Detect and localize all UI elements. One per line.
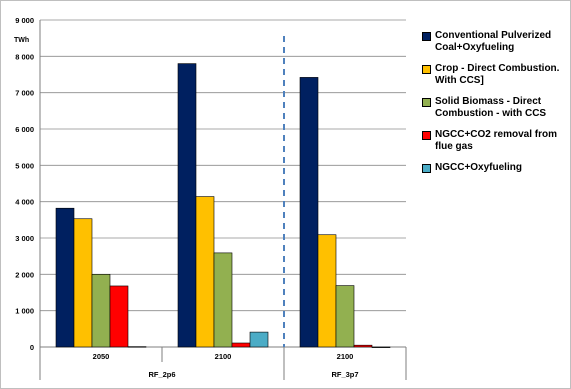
legend: Conventional Pulverized Coal+Oxyfueling C… [422,30,567,183]
legend-swatch [422,131,431,140]
bar [231,342,251,348]
bar [109,285,129,348]
bar [213,252,233,348]
bar [335,285,355,348]
bar [317,234,337,348]
bar [371,346,391,348]
bar [91,274,111,348]
legend-label: NGCC+CO2 removal from flue gas [435,129,557,152]
y-tick-label: 4 000 [15,198,34,207]
legend-swatch [422,164,431,173]
y-unit-label: TWh [14,37,29,44]
x-group-label: RF_2p6 [148,370,175,379]
legend-item: Conventional Pulverized Coal+Oxyfueling [422,30,567,54]
legend-swatch [422,32,431,41]
bar [353,344,373,348]
x-group-label: RF_3p7 [331,370,358,379]
legend-item: NGCC+CO2 removal from flue gas [422,129,567,153]
legend-item: Solid Biomass - Direct Combustion - with… [422,96,567,120]
y-tick-label: 8 000 [15,52,34,61]
y-tick-label: 3 000 [15,234,34,243]
legend-swatch [422,98,431,107]
legend-label: Conventional Pulverized Coal+Oxyfueling [435,30,552,53]
y-tick-labels: 0 1 000 2 000 3 000 4 000 5 000 6 000 7 000 8 00… [15,16,34,352]
y-tick-label: 9 000 [15,16,34,25]
y-tick-label: 1 000 [15,307,34,316]
bar [195,196,215,348]
y-tick-label: 7 000 [15,89,34,98]
y-tick-label: 5 000 [15,161,34,170]
x-tick-label: 2050 [93,352,110,361]
legend-label: NGCC+Oxyfueling [435,162,522,173]
bar [249,331,269,348]
x-tick-label: 2100 [215,352,232,361]
legend-swatch [422,65,431,74]
legend-item: NGCC+Oxyfueling [422,162,567,174]
bar [55,207,75,348]
legend-label: Solid Biomass - Direct Combustion - with… [435,96,547,119]
bar [177,63,197,348]
x-tick-label: 2100 [337,352,354,361]
legend-item: Crop - Direct Combustion. With CCS] [422,63,567,87]
bars [55,63,391,348]
x-group-labels: RF_2p6 RF_3p7 [148,370,358,379]
y-tick-label: 6 000 [15,125,34,134]
x-tick-labels: 2050 2100 2100 [93,352,354,361]
legend-label: Crop - Direct Combustion. With CCS] [435,63,560,86]
bar [299,77,319,348]
y-tick-label: 0 [30,343,34,352]
y-tick-label: 2 000 [15,270,34,279]
bar [127,346,147,348]
bar [73,218,93,348]
